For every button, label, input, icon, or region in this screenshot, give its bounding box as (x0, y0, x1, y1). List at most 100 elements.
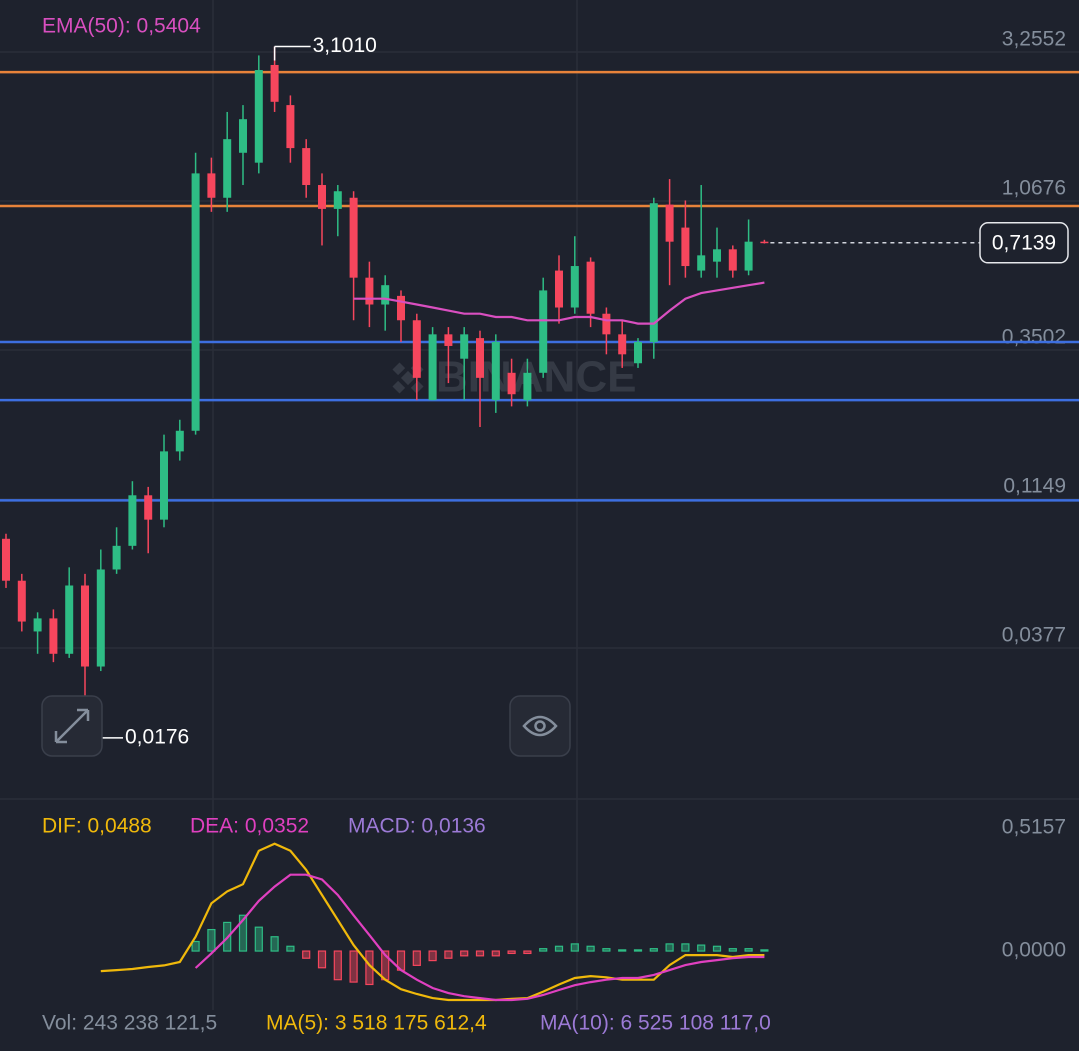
histogram-bar (317, 950, 327, 969)
candle-body (428, 334, 437, 401)
histogram-bar (412, 950, 421, 966)
candle-body (254, 70, 263, 163)
histogram-bar (507, 950, 516, 955)
candle-body (333, 191, 342, 209)
histogram-bar (633, 949, 643, 952)
candle-body (286, 105, 295, 149)
y-tick-label: 3,2552 (1002, 28, 1066, 51)
candle-body (476, 338, 484, 378)
high-marker-line (273, 45, 311, 61)
candle-body (191, 173, 200, 431)
y-tick-label: 1,0676 (1002, 177, 1066, 200)
y-tick-label: 0,3502 (1002, 326, 1066, 349)
candle-body (96, 569, 105, 667)
histogram-bar (286, 945, 295, 952)
candle-body (207, 173, 216, 198)
watermark-text: BINANCE (436, 353, 636, 402)
histogram-bar (539, 948, 548, 952)
candle-body (523, 372, 532, 401)
histogram-bar (207, 928, 216, 952)
candle-body (460, 334, 469, 359)
candle-body (728, 249, 737, 271)
candle-body (318, 185, 326, 209)
histogram-bar (302, 950, 311, 959)
plot-area: 3,2552 1,0676 0,3502 0,1149 0,0377 EMA(50): 0… (0, 15, 1079, 1035)
histogram-bar (712, 945, 722, 952)
histogram-bar (254, 926, 263, 952)
candle-body (128, 495, 137, 546)
candle-body (349, 197, 358, 278)
candle-body (649, 203, 658, 342)
histogram-bar (491, 950, 500, 957)
volume-legend: MA(5): 3 518 175 612,4 (266, 1012, 487, 1035)
low-marker-label: 0,0176 (125, 725, 189, 748)
high-marker-label: 3,1010 (313, 34, 377, 57)
candle-body (539, 290, 548, 373)
histogram-bar (697, 944, 706, 952)
histogram-bar (681, 943, 690, 952)
visibility-button[interactable] (509, 695, 571, 757)
candle-body (381, 285, 390, 305)
candle-body (760, 241, 769, 244)
candle-body (618, 334, 627, 355)
watermark: BINANCE (392, 353, 636, 402)
candle-body (586, 261, 595, 314)
y-tick-label: 0,0000 (1002, 939, 1066, 962)
candle-body (665, 204, 674, 242)
candle-body (681, 227, 690, 267)
y-tick-label: 0,0377 (1002, 624, 1066, 647)
candle-body (239, 119, 247, 153)
candle-body (144, 495, 153, 520)
histogram-bar (760, 949, 769, 952)
histogram-bar (665, 943, 674, 952)
histogram-bar (618, 949, 627, 952)
candle-body (175, 430, 184, 452)
last-price-label: 0,7139 (992, 231, 1056, 254)
y-tick-label: 0,1149 (1003, 475, 1066, 498)
line-series (100, 842, 765, 1002)
candle-body (223, 139, 232, 198)
candle-body (160, 451, 168, 520)
histogram-bar (460, 950, 469, 957)
candle-body (570, 266, 579, 308)
candle-body (491, 341, 500, 401)
expand-button[interactable] (41, 695, 103, 757)
candle-body (365, 277, 374, 305)
candle-body (713, 249, 721, 262)
candle-body (697, 255, 706, 271)
candle-body (65, 585, 74, 654)
line-series (353, 281, 765, 325)
visibility-button-frame[interactable] (509, 695, 571, 757)
histogram-bar (649, 948, 658, 952)
eye-icon (522, 715, 558, 737)
y-tick-label: 0,5157 (1002, 816, 1066, 839)
histogram-bar (475, 950, 485, 957)
candle-body (33, 618, 42, 632)
histogram-bar (444, 950, 453, 959)
histogram-bar (191, 940, 200, 952)
legend-entry: DIF: 0,0488 (42, 815, 152, 838)
candle-body (555, 270, 563, 308)
histogram-bar (349, 950, 358, 983)
candle-body (49, 618, 58, 654)
legend-entry: MACD: 0,0136 (348, 815, 486, 838)
histogram-bar (570, 943, 579, 952)
expand-icon (54, 708, 90, 744)
candle-body (602, 313, 611, 335)
histogram-bar (586, 945, 595, 952)
histogram-bar (428, 950, 437, 962)
eye-pupil (534, 720, 546, 732)
candle-body (397, 295, 405, 321)
histogram-bar (333, 950, 342, 981)
candle-body (270, 64, 279, 102)
histogram-bar (523, 950, 532, 955)
candle-body (444, 334, 453, 346)
histogram-bar (554, 945, 564, 952)
candle-body (507, 372, 516, 395)
candle-body (634, 341, 642, 364)
histogram-bar (270, 936, 279, 952)
line-series (194, 873, 765, 1002)
